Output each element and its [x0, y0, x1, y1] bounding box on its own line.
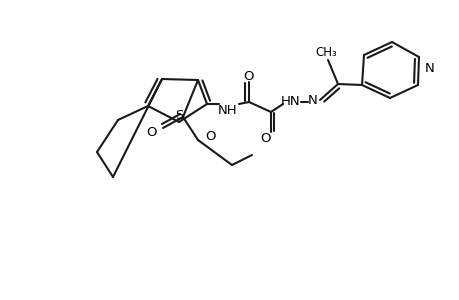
Text: CH₃: CH₃ [314, 46, 336, 59]
Text: O: O [260, 131, 271, 145]
Text: N: N [424, 61, 434, 74]
Text: HN: HN [280, 94, 300, 107]
Text: NH: NH [218, 103, 237, 116]
Text: O: O [205, 130, 215, 142]
Text: N: N [308, 94, 317, 106]
Text: S: S [174, 109, 183, 122]
Text: O: O [146, 125, 157, 139]
Text: O: O [243, 70, 254, 83]
